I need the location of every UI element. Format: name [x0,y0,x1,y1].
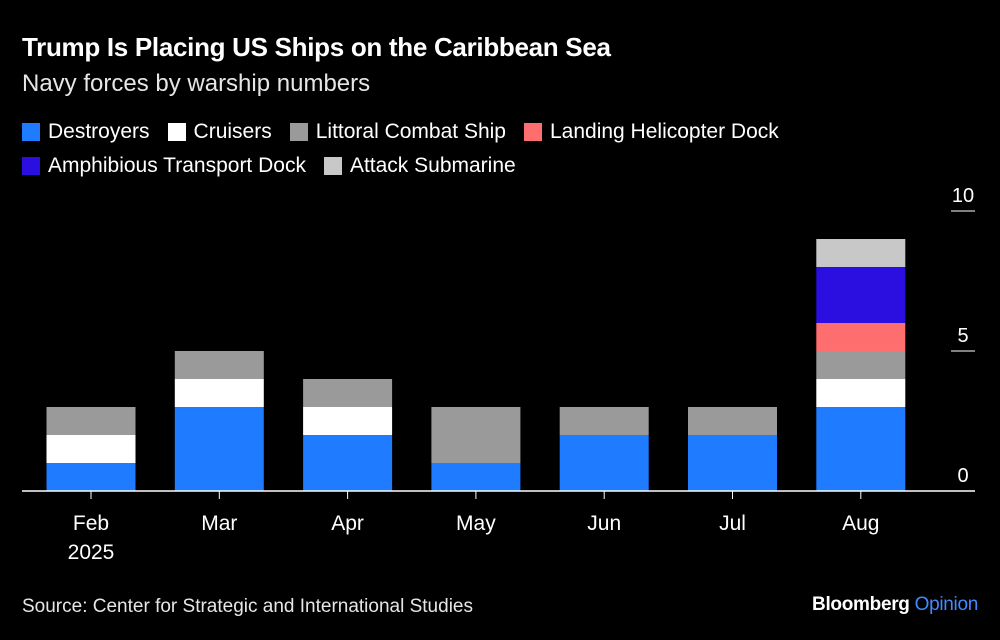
legend-item-landing-helicopter-dock: Landing Helicopter Dock [523,118,779,146]
x-tick-label: May [456,512,496,535]
legend-label: Littoral Combat Ship [315,120,506,143]
bar-segment-cruisers [174,379,264,407]
bar-segment-littoral-combat-ship [688,407,777,435]
bar-segment-cruisers [303,407,393,435]
bar-segment-destroyers [174,407,264,491]
legend-swatch [22,157,40,175]
x-tick-label: Apr [331,512,364,535]
source-note: Source: Center for Strategic and Interna… [22,596,473,617]
bar-segment-amphibious-transport-dock [816,267,906,323]
x-tick-sublabel: 2025 [68,541,115,564]
legend-label: Attack Submarine [349,154,516,177]
bar-segment-destroyers [688,435,777,491]
legend-swatch [523,123,542,141]
bar-segment-destroyers [431,463,521,491]
y-tick-label: 10 [952,185,974,207]
bar-segment-landing-helicopter-dock [816,323,906,351]
legend-item-cruisers: Cruisers [167,118,272,146]
bar-segment-littoral-combat-ship [431,407,521,463]
legend-item-attack-submarine: Attack Submarine [323,152,516,180]
bar-segment-cruisers [816,379,906,407]
bar-segment-littoral-combat-ship [303,379,393,407]
bar-segment-littoral-combat-ship [559,407,649,435]
brand-name: Bloomberg [812,594,910,615]
legend-swatch [323,157,342,175]
legend-swatch [167,123,186,141]
bar-segment-destroyers [303,435,393,491]
bar-segment-destroyers [559,435,649,491]
chart-title: Trump Is Placing US Ships on the Caribbe… [22,32,611,62]
legend-label: Destroyers [48,120,150,143]
x-tick-label: Mar [201,512,237,535]
bar-segment-littoral-combat-ship [46,407,136,435]
legend-swatch [289,123,308,141]
legend-item-destroyers: Destroyers [22,118,150,146]
legend-item-amphibious-transport-dock: Amphibious Transport Dock [22,152,306,180]
legend-item-littoral-combat-ship: Littoral Combat Ship [289,118,506,146]
legend: Destroyers Cruisers Littoral Combat Ship… [22,118,962,180]
x-tick-label: Jul [719,512,746,535]
x-tick-label: Jun [587,512,621,535]
legend-label: Cruisers [193,120,272,143]
bar-segment-cruisers [46,435,136,463]
legend-label: Amphibious Transport Dock [48,154,306,177]
y-tick-label: 5 [957,325,968,347]
bar-segment-littoral-combat-ship [174,351,264,379]
y-tick-label: 0 [957,465,968,487]
x-tick-label: Aug [842,512,879,535]
legend-label: Landing Helicopter Dock [549,120,779,143]
brand-suffix: Opinion [914,594,979,615]
brand-logo: Bloomberg Opinion [812,594,978,616]
chart-subtitle: Navy forces by warship numbers [22,70,371,97]
bar-segment-littoral-combat-ship [816,351,906,379]
legend-swatch [22,123,40,141]
x-tick-label: Feb [73,512,109,535]
bar-segment-destroyers [46,463,136,491]
bar-segment-attack-submarine [816,239,906,267]
bar-segment-destroyers [816,407,906,491]
